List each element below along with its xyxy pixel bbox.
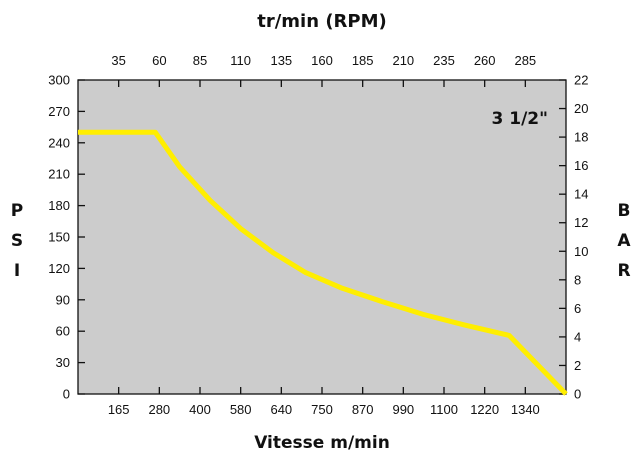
right-y-axis-title: BAR <box>617 201 631 281</box>
left-tick-label: 180 <box>48 198 70 213</box>
bottom-tick-label: 400 <box>189 402 211 417</box>
right-tick-label: 4 <box>574 329 581 344</box>
bottom-axis-ticks: 165 280 400 580 640 750 870 990 1100 1220 1340 <box>108 387 540 417</box>
top-tick-label: 35 <box>111 53 125 68</box>
bottom-tick-label: 1340 <box>511 402 540 417</box>
bottom-tick-label: 1100 <box>430 402 458 417</box>
right-tick-label: 22 <box>574 73 588 88</box>
top-tick-label: 185 <box>352 53 374 68</box>
plot-area <box>77 79 567 395</box>
bottom-tick-label: 990 <box>392 402 414 417</box>
left-tick-label: 300 <box>48 73 70 88</box>
axis-title-letter: A <box>617 231 631 251</box>
top-tick-label: 235 <box>433 53 455 68</box>
left-tick-label: 240 <box>48 135 70 150</box>
top-axis-title: tr/min (RPM) <box>257 11 386 32</box>
bottom-tick-label: 870 <box>352 402 374 417</box>
right-tick-label: 8 <box>574 272 581 287</box>
top-tick-label: 110 <box>230 53 251 68</box>
left-tick-label: 210 <box>48 167 70 182</box>
top-tick-label: 85 <box>193 53 207 68</box>
left-tick-label: 270 <box>48 104 70 119</box>
right-tick-label: 10 <box>574 244 588 259</box>
left-tick-label: 150 <box>48 230 70 245</box>
left-tick-label: 120 <box>48 261 70 276</box>
right-tick-label: 14 <box>574 187 588 202</box>
right-tick-label: 16 <box>574 158 588 173</box>
right-tick-label: 6 <box>574 301 581 316</box>
left-y-axis-title: PSI <box>11 201 23 281</box>
right-tick-label: 20 <box>574 101 588 116</box>
axis-title-letter: R <box>617 261 630 281</box>
left-tick-label: 0 <box>63 387 70 402</box>
annotation-label: 3 1/2" <box>492 109 548 129</box>
left-tick-label: 90 <box>56 292 70 307</box>
axis-title-letter: B <box>618 201 631 221</box>
top-axis-ticks: 35 60 85 110 135 160 185 210 235 260 285 <box>111 53 536 87</box>
bottom-tick-label: 580 <box>230 402 252 417</box>
right-tick-label: 2 <box>574 358 581 373</box>
top-tick-label: 60 <box>152 53 166 68</box>
right-tick-label: 18 <box>574 130 588 145</box>
bottom-tick-label: 165 <box>108 402 130 417</box>
bottom-tick-label: 640 <box>270 402 292 417</box>
left-tick-label: 60 <box>56 324 70 339</box>
top-tick-label: 285 <box>514 53 536 68</box>
axis-title-letter: P <box>11 201 23 221</box>
axis-title-letter: I <box>14 261 20 281</box>
axis-title-letter: S <box>11 231 23 251</box>
top-tick-label: 135 <box>270 53 292 68</box>
right-tick-label: 12 <box>574 215 588 230</box>
left-axis-ticks: 0 30 60 90 120 150 180 210 240 270 300 <box>48 73 85 402</box>
top-tick-label: 260 <box>474 53 496 68</box>
right-axis-ticks: 0 2 4 6 8 10 12 14 16 18 20 22 <box>559 73 588 402</box>
bottom-tick-label: 1220 <box>470 402 499 417</box>
bottom-tick-label: 750 <box>311 402 333 417</box>
bottom-tick-label: 280 <box>148 402 170 417</box>
x-axis-title: Vitesse m/min <box>254 433 390 453</box>
pressure-curve <box>78 129 568 396</box>
top-tick-label: 210 <box>392 53 414 68</box>
left-tick-label: 30 <box>56 355 70 370</box>
right-tick-label: 0 <box>574 387 581 402</box>
top-tick-label: 160 <box>311 53 333 68</box>
